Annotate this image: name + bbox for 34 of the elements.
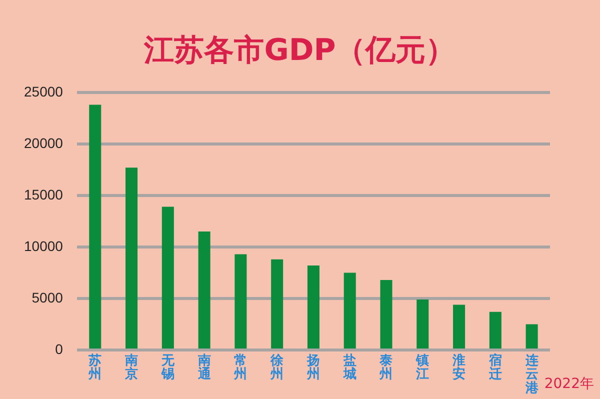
text: 2022年 — [544, 375, 594, 393]
y-tick-label: 10000 — [24, 238, 64, 254]
x-tick-label: 南京 — [124, 352, 138, 382]
bar — [307, 266, 320, 349]
x-tick-label: 徐州 — [270, 352, 285, 382]
x-tick-label: 镇江 — [415, 352, 430, 382]
y-tick-label: 15000 — [24, 186, 64, 202]
chart-title: 江苏各市GDP（亿元） — [142, 32, 457, 70]
x-tick-label: 无锡 — [160, 352, 176, 382]
x-tick-label: 苏州 — [88, 352, 102, 382]
y-tick-label: 5000 — [32, 289, 64, 306]
x-tick-label: 扬州 — [306, 352, 320, 382]
x-tick-label: 泰州 — [378, 352, 393, 382]
bar — [126, 168, 138, 349]
y-tick-label: 20000 — [24, 134, 64, 151]
bar — [453, 304, 466, 349]
y-tick-label: 25000 — [24, 83, 64, 100]
bar — [162, 206, 174, 349]
bar — [89, 104, 102, 349]
bar — [526, 324, 538, 349]
bar — [198, 232, 210, 349]
y-tick-label: 0 — [55, 340, 64, 357]
bar — [489, 312, 502, 349]
bar — [380, 280, 392, 349]
x-tick-label: 宿迁 — [488, 352, 502, 382]
bar — [416, 300, 429, 349]
x-tick-label: 淮安 — [452, 352, 466, 382]
bar — [234, 254, 247, 349]
x-tick-label: 连云港 — [524, 352, 540, 395]
bar — [344, 272, 356, 349]
x-tick-label: 盐城 — [342, 352, 356, 382]
bar — [271, 259, 284, 349]
x-tick-label: 南通 — [196, 352, 212, 382]
x-tick-label: 常州 — [233, 352, 248, 382]
